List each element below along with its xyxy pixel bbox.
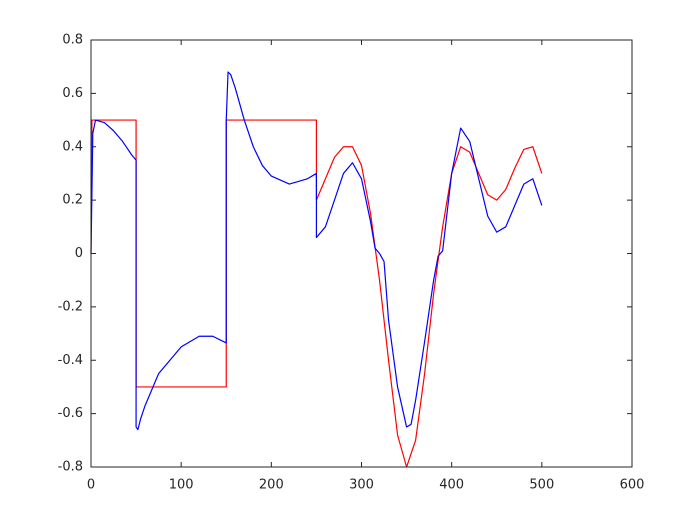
data-line bbox=[90, 71, 543, 431]
y-tick-label: -0.4 bbox=[58, 353, 83, 368]
x-tick-label: 500 bbox=[529, 478, 554, 493]
y-tick-label: 0.8 bbox=[62, 33, 83, 48]
y-tick-label: 0.2 bbox=[62, 193, 83, 208]
y-tick-label: -0.6 bbox=[58, 406, 83, 421]
x-tick-label: 100 bbox=[169, 478, 194, 493]
x-tick-label: 200 bbox=[259, 478, 284, 493]
x-tick-label: 300 bbox=[349, 478, 374, 493]
x-tick-label: 0 bbox=[87, 478, 95, 493]
y-tick-label: -0.8 bbox=[58, 460, 83, 475]
y-tick-label: 0.6 bbox=[62, 86, 83, 101]
axes-box bbox=[90, 39, 633, 468]
y-tick-label: -0.2 bbox=[58, 299, 83, 314]
x-tick-label: 600 bbox=[620, 478, 645, 493]
x-tick-label: 400 bbox=[439, 478, 464, 493]
plot-area bbox=[91, 40, 632, 467]
data-line bbox=[90, 119, 543, 468]
y-tick-label: 0 bbox=[75, 246, 83, 261]
y-tick-label: 0.4 bbox=[62, 139, 83, 154]
